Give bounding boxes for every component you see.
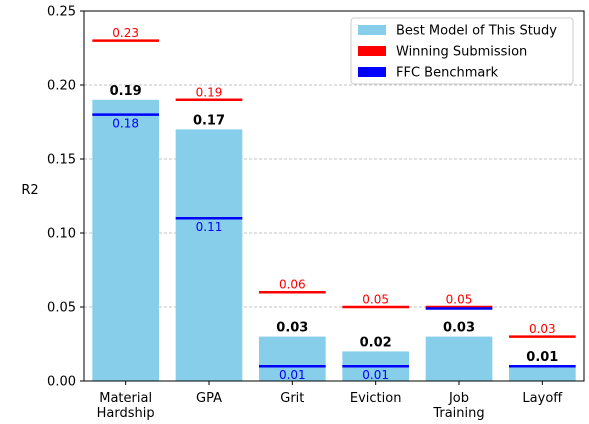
winning-value-label: 0.23 — [112, 26, 139, 40]
legend-swatch — [358, 67, 386, 77]
legend-swatch — [358, 46, 386, 56]
y-tick-label: 0.05 — [47, 301, 76, 316]
bar — [425, 336, 493, 381]
y-tick-label: 0.15 — [47, 153, 76, 168]
x-tick-label-line: Layoff — [522, 391, 563, 406]
x-tick-label: Eviction — [350, 391, 402, 406]
bar-value-label: 0.17 — [193, 113, 225, 128]
legend: Best Model of This Study Winning Submissi… — [350, 17, 574, 85]
bar-value-label: 0.03 — [276, 321, 308, 336]
legend-box — [350, 17, 574, 85]
benchmark-value-label: 0.11 — [196, 220, 223, 234]
x-tick-label: Layoff — [522, 391, 563, 406]
x-tick-label-line: Job — [448, 391, 469, 406]
bar — [92, 99, 159, 382]
winning-value-label: 0.05 — [446, 293, 473, 307]
bar-value-label: 0.02 — [360, 335, 392, 350]
y-tick-label: 0.20 — [47, 79, 76, 94]
x-axis: Material Hardship GPA Grit Eviction Job Traini… — [97, 381, 563, 421]
legend-label: FFC Benchmark — [396, 66, 499, 81]
x-tick-label: Job Training — [432, 391, 484, 421]
x-tick-label: Material Hardship — [97, 391, 155, 421]
legend-label: Best Model of This Study — [396, 24, 557, 39]
legend-label: Winning Submission — [396, 45, 527, 60]
x-tick-label-line: GPA — [196, 391, 222, 406]
benchmark-value-label: 0.01 — [362, 368, 389, 382]
bar-value-label: 0.01 — [526, 350, 558, 365]
bar-value-label: 0.03 — [443, 321, 475, 336]
x-tick-label-line: Grit — [280, 391, 304, 406]
y-axis-label: R2 — [21, 183, 38, 198]
y-tick-label: 0.25 — [47, 5, 76, 20]
x-tick-label-line: Hardship — [97, 406, 155, 421]
bar — [175, 129, 243, 381]
y-axis: 0.00 0.05 0.10 0.15 0.20 0.25 — [47, 5, 84, 390]
benchmark-value-label: 0.01 — [279, 368, 306, 382]
plot-frame — [83, 10, 585, 382]
winning-value-label: 0.03 — [529, 322, 556, 336]
reference-lines — [92, 39, 576, 368]
x-tick-label: GPA — [196, 391, 222, 406]
bar-value-label: 0.19 — [110, 84, 142, 99]
legend-swatch — [358, 25, 386, 35]
bar — [259, 336, 326, 381]
bar — [509, 366, 576, 381]
winning-value-label: 0.06 — [279, 278, 306, 292]
x-tick-label: Grit — [280, 391, 304, 406]
winning-value-label: 0.05 — [362, 293, 389, 307]
x-tick-label-line: Material — [99, 391, 152, 406]
y-tick-label: 0.00 — [47, 375, 76, 390]
y-tick-label: 0.10 — [47, 227, 76, 242]
grid-lines — [84, 84, 584, 308]
x-tick-label-line: Training — [432, 406, 484, 421]
x-tick-label-line: Eviction — [350, 391, 402, 406]
bars — [92, 99, 576, 382]
winning-value-label: 0.19 — [196, 85, 223, 99]
data-labels: 0.19 0.17 0.03 0.02 0.03 0.01 0.23 0.19 0.06 0.05… — [110, 26, 559, 382]
benchmark-value-label: 0.18 — [112, 117, 139, 131]
